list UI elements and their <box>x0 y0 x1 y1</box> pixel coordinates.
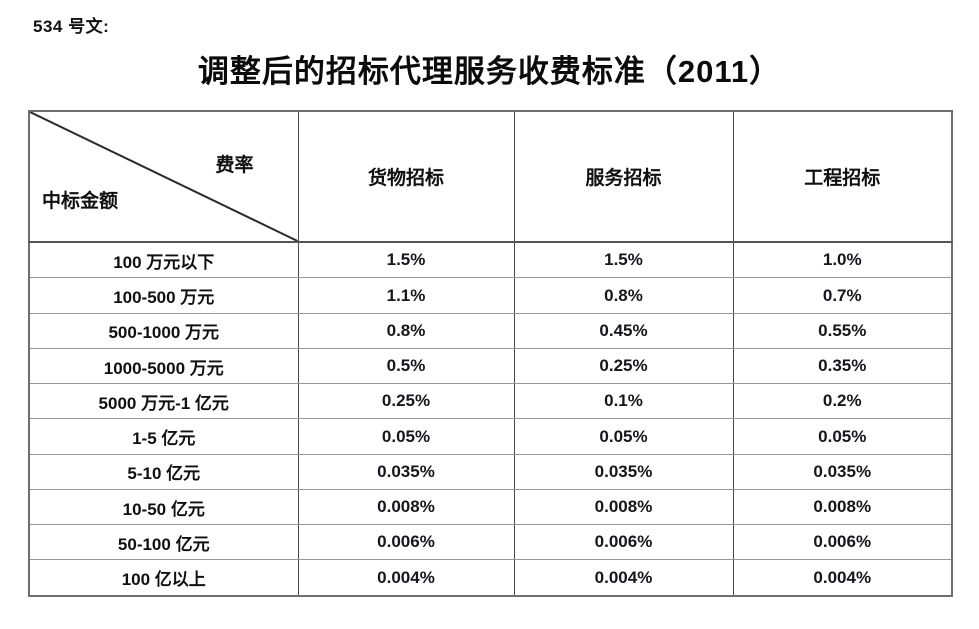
rate-cell-engineering: 0.05% <box>732 418 953 455</box>
table-row: 50-100 亿元 0.006% 0.006% 0.006% <box>28 524 953 561</box>
table-row: 1000-5000 万元 0.5% 0.25% 0.35% <box>28 347 953 385</box>
rate-cell-goods: 0.008% <box>297 488 515 526</box>
row-amount-cell: 500-1000 万元 <box>28 312 299 349</box>
table-row: 5000 万元-1 亿元 0.25% 0.1% 0.2% <box>28 383 953 420</box>
row-amount-cell: 5000 万元-1 亿元 <box>28 383 299 420</box>
rate-cell-goods: 0.004% <box>297 559 515 597</box>
rate-cell-engineering: 0.7% <box>732 277 953 314</box>
row-amount-cell: 100 亿以上 <box>28 559 299 597</box>
rate-cell-service: 1.5% <box>513 241 734 279</box>
table-row: 10-50 亿元 0.008% 0.008% 0.008% <box>28 488 953 526</box>
rate-cell-engineering: 0.55% <box>732 312 953 349</box>
rate-cell-service: 0.035% <box>513 453 734 490</box>
rate-cell-engineering: 0.008% <box>732 488 953 526</box>
rate-cell-service: 0.05% <box>513 418 734 455</box>
row-amount-cell: 1000-5000 万元 <box>28 347 299 385</box>
row-amount-cell: 100 万元以下 <box>28 241 299 279</box>
rate-cell-engineering: 1.0% <box>732 241 953 279</box>
rate-cell-goods: 0.035% <box>297 453 515 490</box>
rate-cell-engineering: 0.2% <box>732 383 953 420</box>
rate-cell-service: 0.8% <box>513 277 734 314</box>
row-amount-cell: 10-50 亿元 <box>28 488 299 526</box>
rate-cell-engineering: 0.004% <box>732 559 953 597</box>
table-row: 100-500 万元 1.1% 0.8% 0.7% <box>28 277 953 314</box>
rate-cell-goods: 0.5% <box>297 347 515 385</box>
row-amount-cell: 1-5 亿元 <box>28 418 299 455</box>
rate-cell-engineering: 0.035% <box>732 453 953 490</box>
rate-cell-engineering: 0.35% <box>732 347 953 385</box>
row-amount-cell: 50-100 亿元 <box>28 524 299 561</box>
column-header-goods: 货物招标 <box>297 110 515 243</box>
document-reference-label: 534 号文: <box>33 17 110 36</box>
table-row: 100 亿以上 0.004% 0.004% 0.004% <box>28 559 953 597</box>
page-title: 调整后的招标代理服务收费标准（2011） <box>197 54 782 89</box>
table-row: 500-1000 万元 0.8% 0.45% 0.55% <box>28 312 953 349</box>
header-row: 费率 中标金额 货物招标 服务招标 工程招标 <box>28 110 953 243</box>
rate-cell-service: 0.008% <box>513 488 734 526</box>
rate-cell-goods: 0.05% <box>297 418 515 455</box>
table-row: 1-5 亿元 0.05% 0.05% 0.05% <box>28 418 953 455</box>
rate-cell-service: 0.25% <box>513 347 734 385</box>
corner-rate-label: 费率 <box>215 155 254 176</box>
diagonal-corner-cell: 费率 中标金额 <box>28 110 299 243</box>
row-amount-cell: 5-10 亿元 <box>28 453 299 490</box>
rate-cell-goods: 0.8% <box>297 312 515 349</box>
rate-cell-goods: 1.5% <box>297 241 515 279</box>
diagonal-divider-line <box>30 112 298 241</box>
rate-cell-goods: 1.1% <box>297 277 515 314</box>
corner-amount-label: 中标金额 <box>42 191 119 212</box>
rate-cell-service: 0.006% <box>513 524 734 561</box>
rate-cell-service: 0.1% <box>513 383 734 420</box>
fee-table: 费率 中标金额 货物招标 服务招标 工程招标 100 万元以下 1.5% 1.5… <box>28 110 953 597</box>
rate-cell-engineering: 0.006% <box>732 524 953 561</box>
table-row: 5-10 亿元 0.035% 0.035% 0.035% <box>28 453 953 490</box>
table-row: 100 万元以下 1.5% 1.5% 1.0% <box>28 241 953 279</box>
column-header-engineering: 工程招标 <box>732 110 953 243</box>
column-header-service: 服务招标 <box>513 110 734 243</box>
row-amount-cell: 100-500 万元 <box>28 277 299 314</box>
fee-table-container: 费率 中标金额 货物招标 服务招标 工程招标 100 万元以下 1.5% 1.5… <box>28 110 953 597</box>
rate-cell-service: 0.45% <box>513 312 734 349</box>
rate-cell-service: 0.004% <box>513 559 734 597</box>
rate-cell-goods: 0.006% <box>297 524 515 561</box>
rate-cell-goods: 0.25% <box>297 383 515 420</box>
